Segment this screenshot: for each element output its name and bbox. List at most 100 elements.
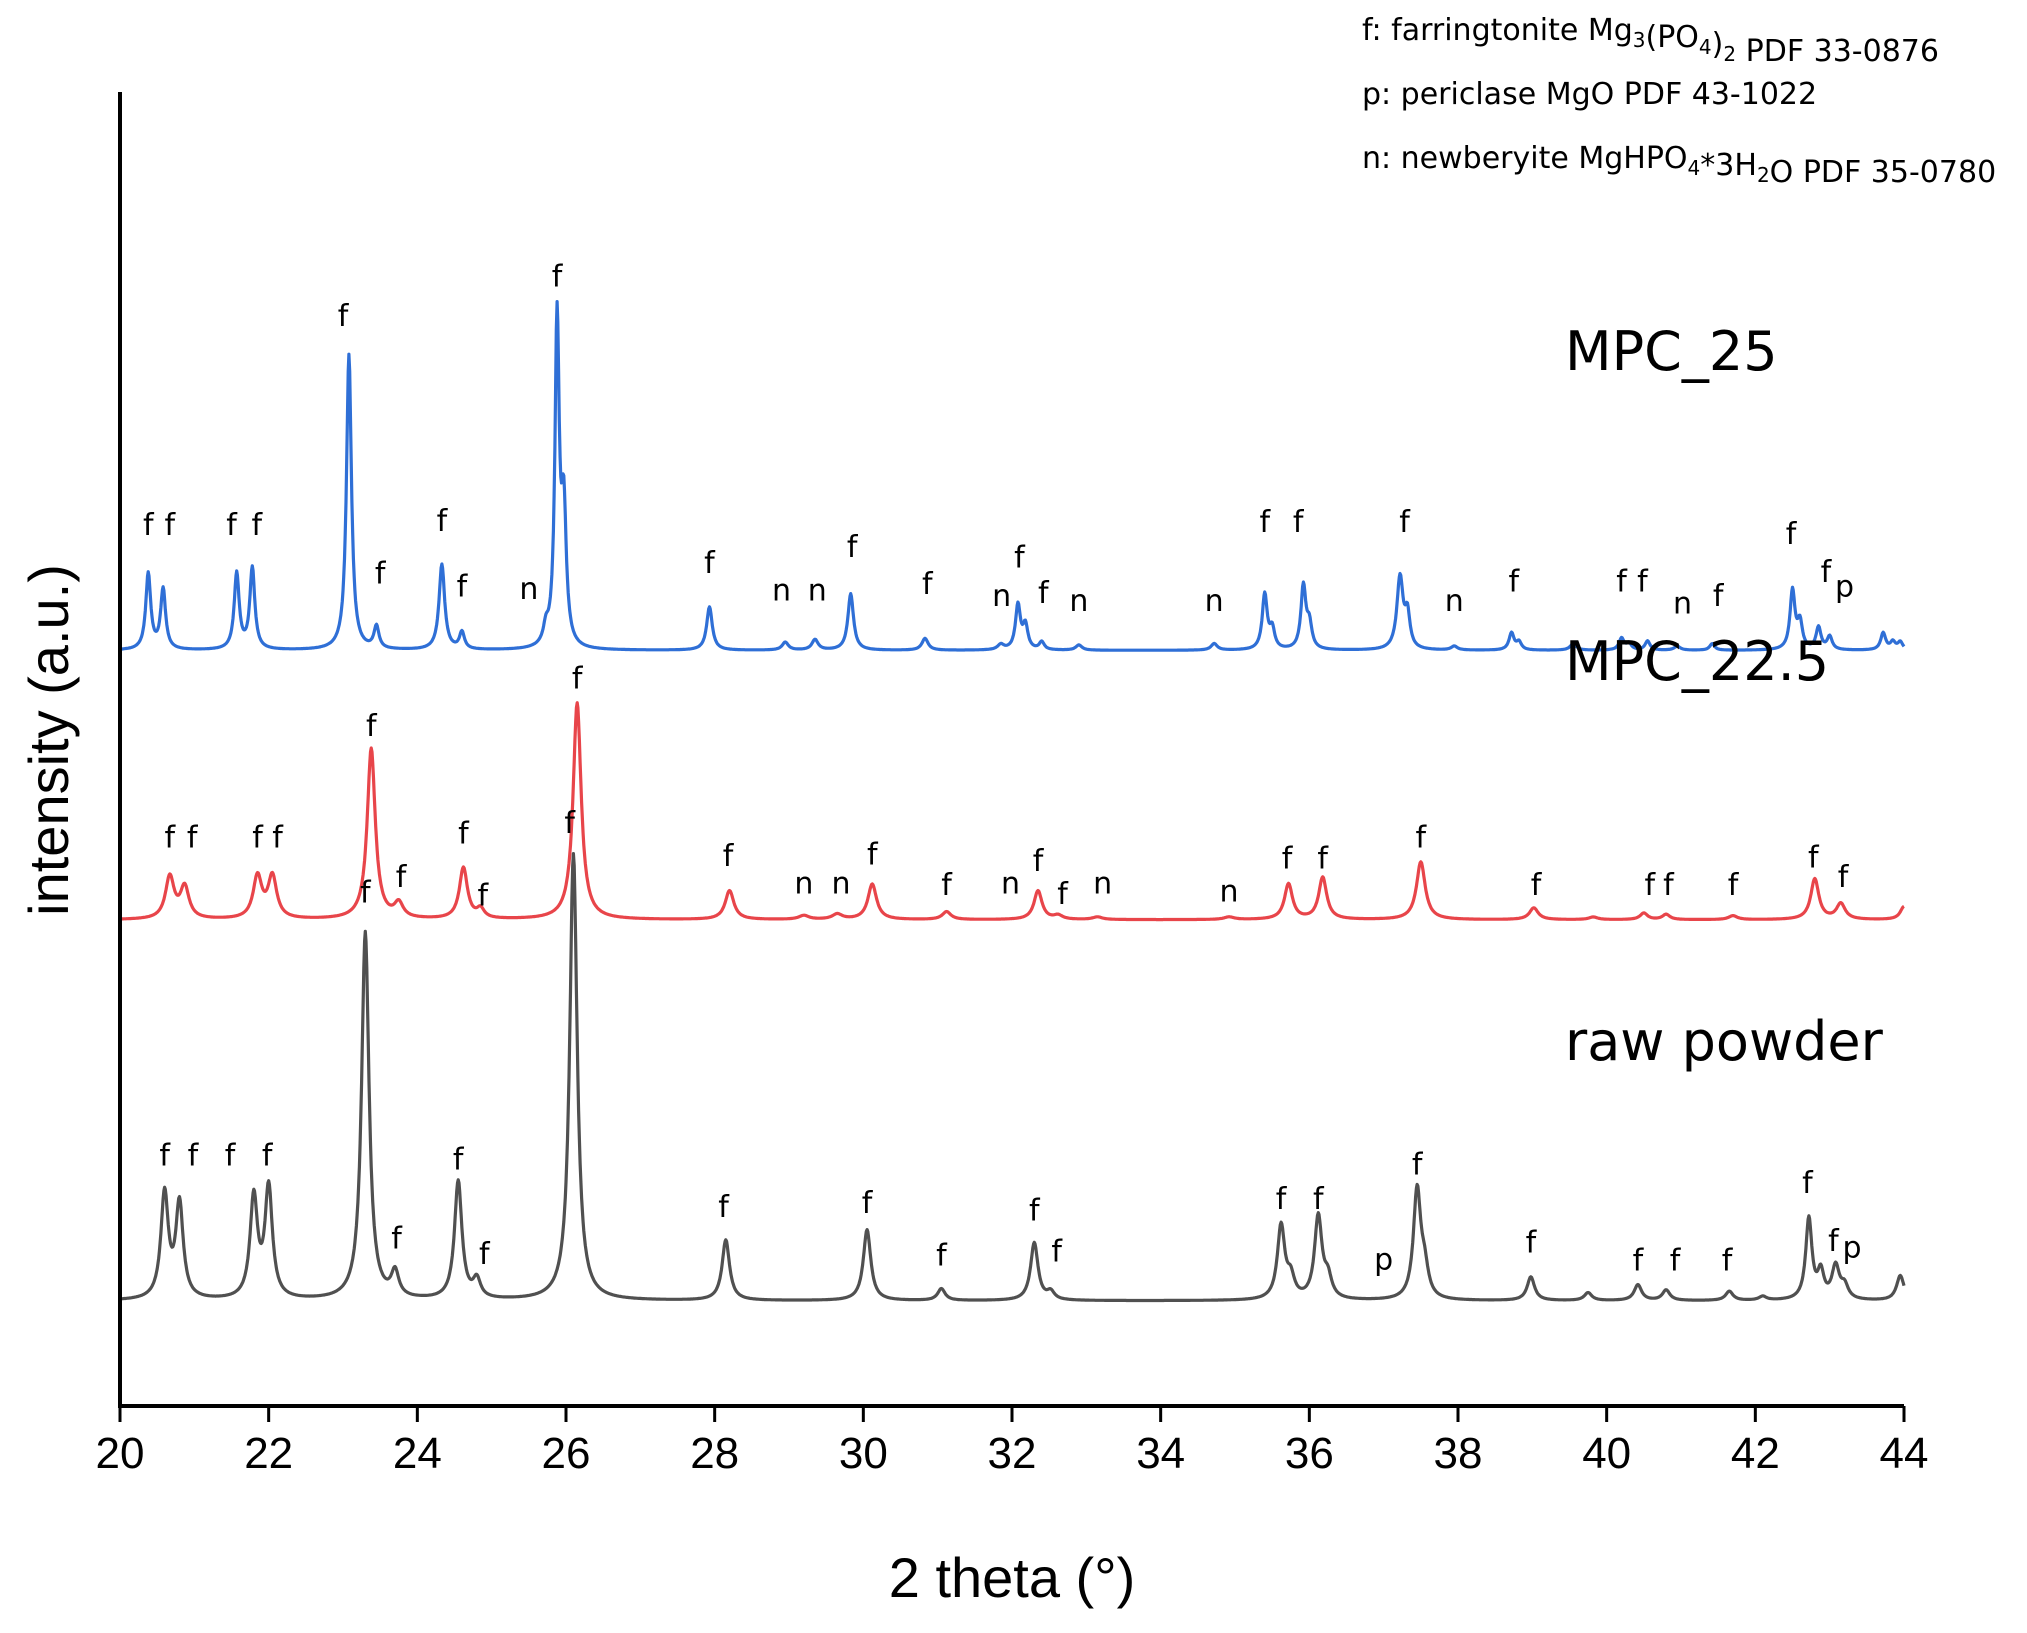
peak-label-raw-powder-3: f bbox=[262, 1139, 274, 1174]
peak-label-mpc-25-21: f bbox=[1293, 505, 1305, 540]
peak-label-mpc-22-5-3: f bbox=[272, 821, 284, 856]
peak-label-mpc-25-23: n bbox=[1445, 584, 1464, 619]
peak-label-mpc-22-5-25: f bbox=[1728, 868, 1740, 903]
x-tick-label-22: 22 bbox=[244, 1429, 293, 1478]
peak-label-mpc-25-24: f bbox=[1508, 564, 1520, 599]
x-tick-label-28: 28 bbox=[690, 1429, 739, 1478]
series-label-raw-powder: raw powder bbox=[1565, 1010, 1884, 1073]
peak-label-mpc-22-5-5: f bbox=[396, 860, 408, 895]
peak-label-mpc-22-5-26: f bbox=[1808, 840, 1820, 875]
peak-label-mpc-25-28: f bbox=[1713, 579, 1725, 614]
peak-label-raw-powder-5: f bbox=[391, 1221, 403, 1256]
peak-label-mpc-22-5-14: n bbox=[1001, 867, 1020, 902]
legend-entry-1: p: periclase MgO PDF 43-1022 bbox=[1362, 77, 1817, 112]
peak-label-mpc-25-2: f bbox=[226, 508, 238, 543]
peak-label-mpc-25-29: f bbox=[1786, 517, 1798, 552]
peak-label-raw-powder-16: p bbox=[1374, 1242, 1393, 1277]
series-line-mpc-22-5 bbox=[119, 701, 1905, 922]
series-layer bbox=[119, 300, 1906, 1303]
x-tick-label-32: 32 bbox=[988, 1429, 1037, 1478]
peak-label-raw-powder-13: f bbox=[1051, 1234, 1063, 1269]
peak-label-mpc-22-5-16: f bbox=[1057, 877, 1069, 912]
peak-label-raw-powder-17: f bbox=[1412, 1148, 1424, 1183]
peak-label-mpc-22-5-12: f bbox=[867, 838, 879, 873]
peak-label-mpc-22-5-13: f bbox=[941, 868, 953, 903]
peak-label-mpc-22-5-24: f bbox=[1663, 868, 1675, 903]
peak-label-mpc-25-7: f bbox=[457, 570, 469, 605]
peak-label-raw-powder-2: f bbox=[225, 1139, 237, 1174]
peak-label-raw-powder-14: f bbox=[1276, 1182, 1288, 1217]
peak-label-mpc-22-5-22: f bbox=[1531, 868, 1543, 903]
peak-label-mpc-22-5-19: f bbox=[1282, 842, 1294, 877]
peak-label-mpc-22-5-1: f bbox=[187, 821, 199, 856]
series-line-mpc-25 bbox=[119, 300, 1906, 652]
x-tick-label-30: 30 bbox=[839, 1429, 888, 1478]
legend-entry-2: n: newberyite MgHPO4*3H2O PDF 35-0780 bbox=[1362, 141, 1996, 190]
peak-label-mpc-22-5-21: f bbox=[1416, 821, 1428, 856]
peak-label-mpc-25-4: f bbox=[338, 299, 350, 334]
x-tick-label-24: 24 bbox=[393, 1429, 442, 1478]
peak-label-mpc-25-13: f bbox=[847, 530, 859, 565]
peak-label-raw-powder-9: f bbox=[718, 1190, 730, 1225]
peak-label-mpc-22-5-7: f bbox=[477, 878, 489, 913]
x-tick-label-42: 42 bbox=[1731, 1429, 1780, 1478]
peak-label-mpc-25-0: f bbox=[143, 508, 155, 543]
peak-label-mpc-25-8: n bbox=[519, 572, 538, 607]
legend-entry-0: f: farringtonite Mg3(PO4)2 PDF 33-0876 bbox=[1362, 13, 1939, 69]
peak-label-raw-powder-6: f bbox=[453, 1142, 465, 1177]
legend: f: farringtonite Mg3(PO4)2 PDF 33-0876 p:… bbox=[1362, 13, 1996, 190]
series-line-raw-powder bbox=[119, 852, 1906, 1303]
peak-label-raw-powder-12: f bbox=[1029, 1194, 1041, 1229]
peak-label-raw-powder-21: f bbox=[1722, 1244, 1734, 1279]
y-axis-title: intensity (a.u.) bbox=[17, 564, 80, 916]
peak-label-raw-powder-18: f bbox=[1526, 1225, 1538, 1260]
x-ticks: 20 22 24 26 28 30 32 34 36 38 40 42 44 bbox=[96, 1406, 1929, 1478]
peak-label-mpc-22-5-11: n bbox=[832, 867, 851, 902]
x-tick-label-40: 40 bbox=[1582, 1429, 1631, 1478]
peak-label-mpc-25-27: n bbox=[1673, 587, 1692, 622]
peak-label-mpc-22-5-15: f bbox=[1033, 844, 1045, 879]
peak-label-mpc-25-15: n bbox=[992, 579, 1011, 614]
peak-label-raw-powder-8: f bbox=[564, 806, 576, 841]
peak-label-mpc-22-5-9: f bbox=[723, 839, 735, 874]
peak-label-mpc-22-5-2: f bbox=[252, 821, 264, 856]
peak-label-mpc-25-1: f bbox=[165, 508, 177, 543]
peak-label-mpc-25-14: f bbox=[922, 567, 934, 602]
peak-label-raw-powder-24: p bbox=[1842, 1231, 1861, 1266]
series-label-mpc-22-5: MPC_22.5 bbox=[1565, 630, 1829, 693]
peak-label-mpc-25-17: f bbox=[1038, 576, 1050, 611]
peak-label-mpc-22-5-10: n bbox=[794, 867, 813, 902]
peak-label-raw-powder-0: f bbox=[159, 1139, 171, 1174]
peak-label-mpc-25-3: f bbox=[251, 508, 263, 543]
peak-label-mpc-22-5-20: f bbox=[1317, 842, 1329, 877]
peak-label-raw-powder-10: f bbox=[862, 1186, 874, 1221]
peak-label-raw-powder-11: f bbox=[936, 1238, 948, 1273]
axes: 20 22 24 26 28 30 32 34 36 38 40 42 44 bbox=[96, 92, 1929, 1478]
peak-label-mpc-25-9: f bbox=[552, 259, 564, 294]
x-tick-label-36: 36 bbox=[1285, 1429, 1334, 1478]
peak-label-raw-powder-22: f bbox=[1802, 1166, 1814, 1201]
peak-label-mpc-25-26: f bbox=[1637, 564, 1649, 599]
peak-label-raw-powder-23: f bbox=[1828, 1224, 1840, 1259]
peak-label-mpc-22-5-4: f bbox=[366, 709, 378, 744]
peak-label-mpc-25-12: n bbox=[808, 574, 827, 609]
peak-label-mpc-22-5-0: f bbox=[165, 821, 177, 856]
x-tick-label-44: 44 bbox=[1880, 1429, 1929, 1478]
peak-label-mpc-25-18: n bbox=[1069, 584, 1088, 619]
peak-label-raw-powder-1: f bbox=[188, 1139, 200, 1174]
peak-label-mpc-25-10: f bbox=[704, 546, 716, 581]
peak-label-mpc-25-19: n bbox=[1205, 584, 1224, 619]
peak-label-mpc-22-5-18: n bbox=[1220, 874, 1239, 909]
peak-label-raw-powder-15: f bbox=[1313, 1182, 1325, 1217]
peak-label-mpc-25-6: f bbox=[437, 504, 449, 539]
peak-label-mpc-25-31: p bbox=[1835, 570, 1854, 605]
peak-label-raw-powder-7: f bbox=[479, 1237, 491, 1272]
peak-label-raw-powder-4: f bbox=[360, 876, 372, 911]
x-tick-label-38: 38 bbox=[1434, 1429, 1483, 1478]
peak-label-raw-powder-20: f bbox=[1670, 1244, 1682, 1279]
peak-label-mpc-25-11: n bbox=[772, 574, 791, 609]
x-axis-title: 2 theta (°) bbox=[889, 1546, 1136, 1609]
